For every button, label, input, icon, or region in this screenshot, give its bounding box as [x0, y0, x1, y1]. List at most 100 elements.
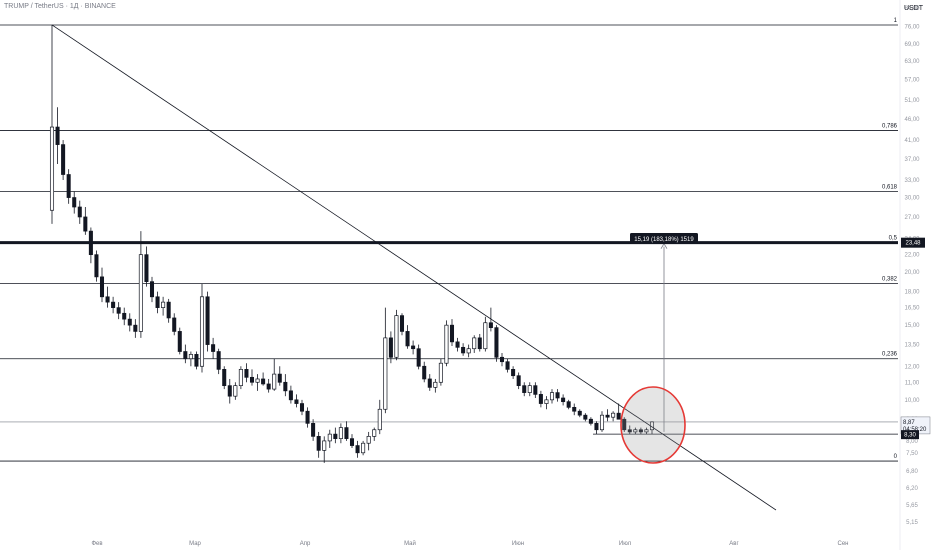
- candle-body: [494, 327, 499, 358]
- candle-body: [183, 351, 188, 360]
- candle-body: [438, 362, 443, 383]
- price-axis-label: 12,00: [904, 364, 920, 370]
- time-axis-label: Май: [404, 540, 416, 547]
- candle: [49, 24, 55, 224]
- candle: [611, 411, 616, 422]
- candle: [344, 421, 349, 441]
- time-axis: Фев Мар Апр Май Июн Июл Авг Сен: [91, 540, 848, 547]
- candle: [144, 246, 149, 287]
- candle: [55, 107, 60, 164]
- candle: [322, 436, 327, 463]
- price-axis-label: 30,00: [904, 196, 920, 202]
- candle-body: [327, 433, 332, 442]
- candle-body: [133, 324, 138, 332]
- candle-body: [333, 433, 338, 439]
- candle-body: [433, 381, 438, 388]
- candle: [299, 399, 305, 416]
- candle-body: [49, 126, 55, 211]
- candle-body: [349, 438, 355, 446]
- candle: [283, 374, 288, 397]
- candle: [599, 411, 605, 432]
- candle-body: [177, 331, 182, 352]
- candle: [461, 343, 466, 356]
- candle: [544, 396, 549, 410]
- candle-body: [366, 436, 371, 444]
- candle: [438, 358, 443, 386]
- price-axis-label: 84,00: [904, 6, 920, 12]
- candle: [494, 325, 499, 362]
- candle: [94, 250, 99, 282]
- price-axis-label: 8,00: [906, 439, 918, 445]
- candle: [77, 200, 82, 224]
- candle: [466, 344, 471, 358]
- candle-body: [88, 230, 93, 256]
- candle-body: [355, 445, 360, 454]
- candle-body: [272, 373, 277, 390]
- candle: [633, 427, 638, 435]
- candle-body: [644, 429, 649, 433]
- candle-body: [83, 216, 88, 232]
- candle: [72, 191, 77, 214]
- candle: [111, 296, 116, 314]
- candle: [572, 403, 577, 416]
- candle: [222, 366, 227, 390]
- candle-body: [416, 348, 421, 367]
- candle-body: [299, 403, 305, 412]
- price-axis-label: 57,00: [904, 77, 920, 83]
- candle: [161, 296, 166, 316]
- candle-body: [66, 174, 71, 198]
- time-axis-label: Мар: [189, 541, 201, 547]
- measure-label: 15,19 (183,18%) 1519: [630, 233, 698, 244]
- candle: [349, 434, 355, 448]
- candle-body: [294, 399, 299, 404]
- price-axis-label: 18,00: [904, 290, 920, 296]
- candle: [155, 291, 160, 314]
- candle-body: [422, 365, 427, 380]
- candle-body: [205, 296, 210, 345]
- candle: [455, 337, 460, 352]
- candle: [355, 440, 360, 458]
- candle: [288, 385, 293, 404]
- candle-body: [94, 254, 99, 278]
- candle-body: [377, 408, 382, 431]
- candle-body: [627, 429, 632, 433]
- candle: [472, 335, 477, 353]
- candle-body: [427, 378, 432, 388]
- candle-body: [383, 337, 388, 410]
- candle: [316, 431, 321, 458]
- candle: [594, 421, 599, 435]
- candle-body: [172, 317, 177, 332]
- candle: [338, 423, 343, 444]
- candle: [394, 309, 399, 361]
- candle-body: [166, 301, 171, 319]
- candle: [127, 313, 132, 332]
- candle: [627, 425, 632, 435]
- time-axis-label: Июл: [619, 541, 632, 547]
- candle: [422, 361, 427, 383]
- candle: [449, 319, 455, 346]
- candle-body: [538, 394, 543, 404]
- candle: [483, 316, 488, 352]
- candle-body: [638, 429, 643, 433]
- candle-body: [527, 385, 532, 393]
- candle-body: [511, 369, 516, 377]
- candle-body: [222, 369, 227, 387]
- price-axis-label: 5,65: [906, 503, 918, 509]
- candle-body: [61, 144, 66, 175]
- candle-body: [455, 341, 460, 348]
- candle-body: [127, 318, 132, 326]
- plot-area: [0, 0, 898, 550]
- time-axis-label: Авг: [729, 541, 739, 547]
- candle-body: [155, 296, 160, 308]
- price-axis-label: 6,80: [906, 469, 918, 475]
- candle: [261, 372, 266, 386]
- candle: [305, 407, 310, 428]
- time-axis-label: Июн: [512, 541, 524, 547]
- candle: [383, 307, 388, 414]
- candle: [172, 313, 177, 336]
- candle-body: [199, 296, 205, 367]
- candle: [255, 374, 260, 391]
- candle: [583, 413, 588, 422]
- price-axis-label: 11,00: [905, 380, 920, 386]
